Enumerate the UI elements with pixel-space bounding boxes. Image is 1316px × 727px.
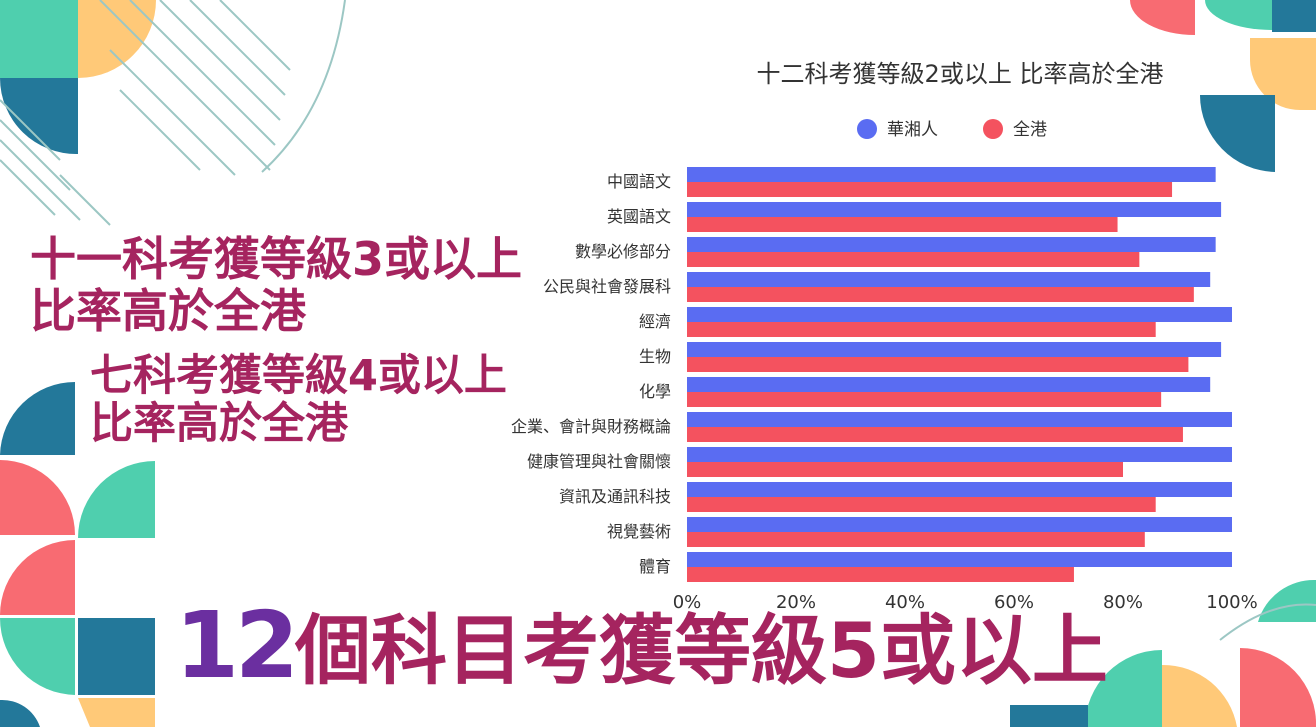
x-axis-tick-label: 80% bbox=[1103, 592, 1143, 613]
bar-series1 bbox=[687, 237, 1216, 252]
bar-series2 bbox=[687, 392, 1162, 407]
bar-series2 bbox=[687, 217, 1118, 232]
bar-series1 bbox=[687, 447, 1232, 462]
deco-navy-right bbox=[1200, 95, 1275, 172]
bar-series1 bbox=[687, 342, 1222, 357]
y-axis-label: 數學必修部分 bbox=[575, 242, 671, 261]
y-axis-label: 化學 bbox=[639, 382, 671, 401]
y-axis-label: 企業、會計與財務概論 bbox=[511, 417, 671, 436]
legend-label: 全港 bbox=[1013, 120, 1047, 140]
legend-marker bbox=[857, 119, 877, 139]
y-axis-label: 公民與社會發展科 bbox=[543, 277, 671, 296]
bar-series1 bbox=[687, 552, 1232, 567]
y-axis-label: 生物 bbox=[639, 347, 671, 366]
y-axis-label: 中國語文 bbox=[607, 172, 671, 191]
deco-diagonal-lines bbox=[0, 0, 291, 226]
chart-title: 十二科考獲等級2或以上 比率高於全港 bbox=[757, 60, 1164, 88]
headline-grade3: 十一科考獲等級3或以上 比率高於全港 bbox=[30, 232, 523, 338]
bar-series2 bbox=[687, 427, 1183, 442]
headline-grade5: 12個科目考獲等級5或以上 bbox=[175, 594, 1108, 697]
bar-series1 bbox=[687, 167, 1216, 182]
bar-series2 bbox=[687, 532, 1145, 547]
deco-bottom-curve bbox=[1219, 603, 1316, 641]
deco-coral-left-mid bbox=[0, 460, 75, 535]
deco-teal-left-low bbox=[0, 618, 75, 695]
chart-bars bbox=[687, 167, 1232, 582]
y-axis-label: 視覺藝術 bbox=[607, 522, 671, 541]
deco-navy-bottom bbox=[1010, 705, 1088, 727]
deco-yellow-bottom bbox=[1162, 664, 1237, 727]
bar-series2 bbox=[687, 287, 1194, 302]
deco-teal-bottom bbox=[1085, 650, 1162, 727]
deco-navy-left-mid bbox=[0, 382, 75, 455]
legend-marker bbox=[983, 119, 1003, 139]
deco-coral-bottom bbox=[1240, 648, 1316, 727]
bar-series2 bbox=[687, 357, 1189, 372]
x-axis-tick-label: 100% bbox=[1206, 592, 1257, 613]
deco-navy-left-low bbox=[78, 618, 155, 695]
bar-series1 bbox=[687, 412, 1232, 427]
y-axis-label: 英國語文 bbox=[607, 207, 671, 226]
deco-teal-top-right bbox=[1205, 0, 1272, 30]
x-axis-tick-label: 0% bbox=[673, 592, 702, 613]
bar-series2 bbox=[687, 567, 1074, 582]
x-axis-tick-label: 60% bbox=[994, 592, 1034, 613]
bar-series1 bbox=[687, 272, 1211, 287]
y-axis-label: 體育 bbox=[639, 557, 671, 576]
deco-navy-quarter bbox=[0, 78, 78, 155]
deco-coral-top-right bbox=[1130, 0, 1195, 35]
y-axis-label: 經濟 bbox=[639, 312, 671, 331]
deco-teal-left-mid bbox=[78, 461, 155, 538]
x-axis-tick-label: 20% bbox=[776, 592, 816, 613]
headline-grade4-line1: 七科考獲等級4或以上 bbox=[90, 351, 507, 401]
headline-grade4: 七科考獲等級4或以上 比率高於全港 bbox=[90, 352, 507, 448]
deco-yellow-quarter bbox=[78, 0, 156, 78]
bar-series1 bbox=[687, 377, 1211, 392]
deco-yellow-right bbox=[1250, 38, 1316, 110]
x-axis-ticks: 0% 20% 40% 60% 80% 100% bbox=[673, 592, 1258, 613]
y-axis-labels: 中國語文英國語文數學必修部分公民與社會發展科經濟生物化學企業、會計與財務概論健康… bbox=[511, 172, 671, 576]
y-axis-label: 健康管理與社會關懷 bbox=[527, 452, 671, 471]
deco-coral-left-low bbox=[0, 540, 75, 615]
bar-series1 bbox=[687, 202, 1222, 217]
deco-curve bbox=[261, 0, 346, 173]
legend-label: 華湘人 bbox=[887, 120, 938, 140]
chart-legend: 華湘人 全港 bbox=[857, 119, 1047, 140]
y-axis-label: 資訊及通訊科技 bbox=[559, 487, 671, 506]
bar-series2 bbox=[687, 252, 1140, 267]
headline-grade4-line2: 比率高於全港 bbox=[90, 399, 348, 450]
headline-grade5-text: 個科目考獲等級5或以上 bbox=[295, 606, 1108, 695]
deco-yellow-left-bottom bbox=[78, 698, 155, 727]
bar-series1 bbox=[687, 307, 1232, 322]
bar-series2 bbox=[687, 182, 1173, 197]
deco-teal-square bbox=[0, 0, 78, 78]
x-axis-tick-label: 40% bbox=[885, 592, 925, 613]
headline-grade5-number: 12 bbox=[175, 592, 299, 699]
bar-series2 bbox=[687, 497, 1156, 512]
headline-grade3-line2: 比率高於全港 bbox=[30, 283, 306, 338]
deco-teal-bottom-right bbox=[1258, 579, 1316, 622]
headline-grade3-line1: 十一科考獲等級3或以上 bbox=[30, 232, 523, 286]
bar-series2 bbox=[687, 322, 1156, 337]
deco-navy-top-right bbox=[1272, 0, 1316, 32]
bar-series1 bbox=[687, 482, 1232, 497]
bar-series2 bbox=[687, 462, 1123, 477]
deco-navy-left-bottom bbox=[0, 699, 40, 727]
bar-series1 bbox=[687, 517, 1232, 532]
